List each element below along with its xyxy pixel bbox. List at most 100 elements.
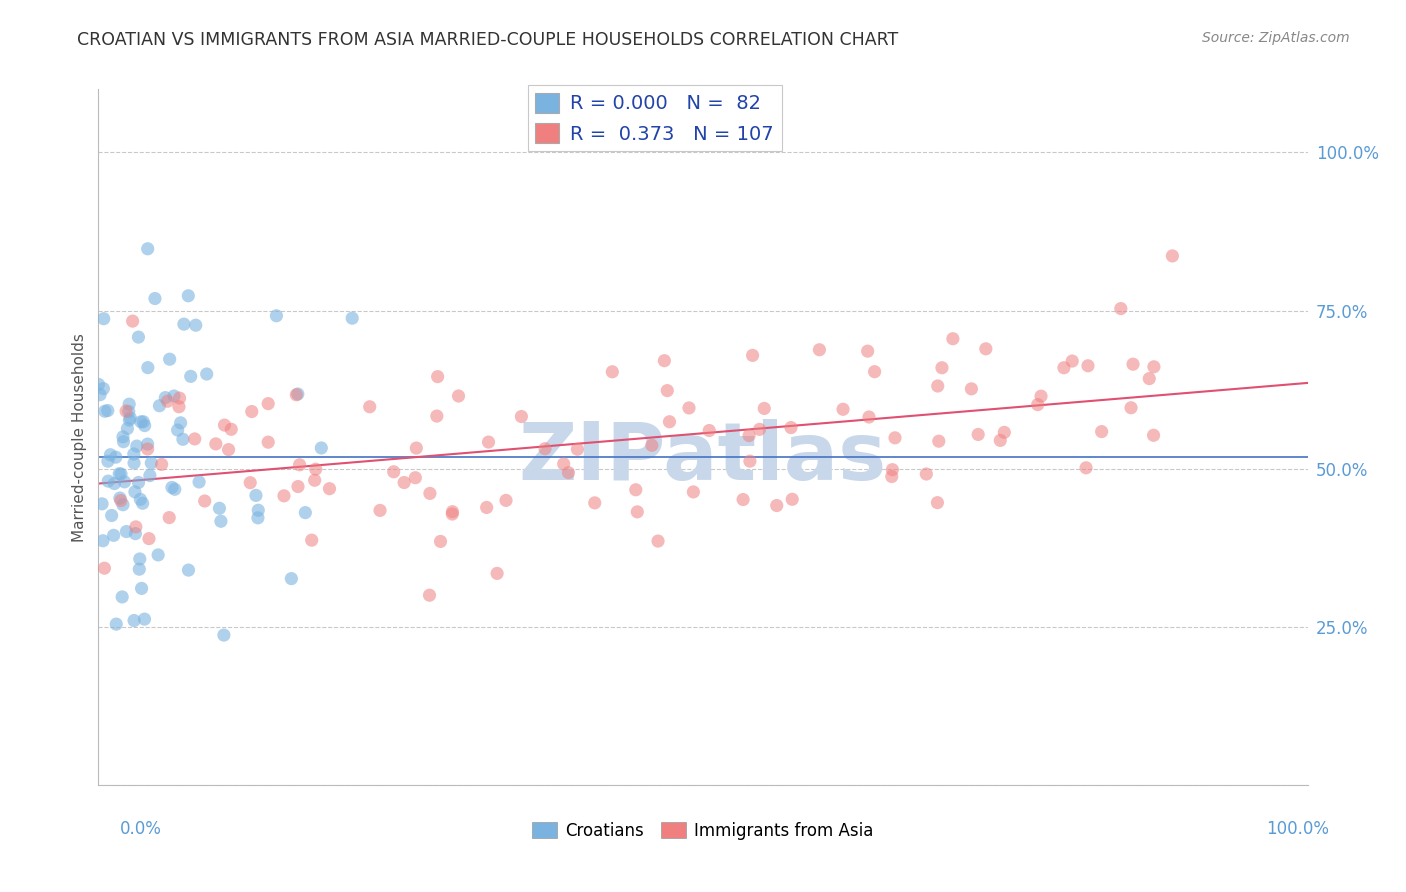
Point [658, 415, 681, 429]
Point [733, 492, 755, 507]
Point [163, 389, 186, 403]
Point [557, 466, 579, 480]
Point [146, 548, 169, 562]
Point [155, 391, 177, 405]
Y-axis label: Married-couple Households: Married-couple Households [72, 333, 87, 541]
Point [832, 402, 855, 417]
Point [188, 475, 211, 489]
Point [177, 289, 200, 303]
Point [626, 505, 648, 519]
Point [111, 498, 134, 512]
Point [928, 434, 950, 449]
Point [100, 448, 122, 462]
Point [510, 409, 533, 424]
Point [1161, 249, 1184, 263]
Point [426, 369, 449, 384]
Point [780, 420, 803, 434]
Point [624, 483, 647, 497]
Point [486, 566, 509, 581]
Point [97, 474, 120, 488]
Point [475, 500, 498, 515]
Point [160, 480, 183, 494]
Point [93, 311, 115, 326]
Point [240, 404, 263, 418]
Legend: R = 0.000   N =  82, R =  0.373   N = 107: R = 0.000 N = 82, R = 0.373 N = 107 [527, 85, 782, 152]
Point [125, 520, 148, 534]
Point [136, 360, 159, 375]
Point [863, 365, 886, 379]
Point [108, 467, 131, 481]
Point [654, 353, 676, 368]
Point [115, 404, 138, 418]
Point [856, 344, 879, 359]
Point [93, 382, 115, 396]
Point [195, 367, 218, 381]
Point [118, 397, 141, 411]
Text: 100.0%: 100.0% [1265, 820, 1329, 838]
Point [132, 415, 155, 429]
Point [93, 561, 115, 575]
Point [738, 428, 761, 442]
Point [477, 435, 499, 450]
Point [1074, 460, 1097, 475]
Point [139, 468, 162, 483]
Point [1122, 357, 1144, 371]
Point [129, 415, 152, 429]
Point [1109, 301, 1132, 316]
Point [120, 411, 142, 425]
Point [288, 458, 311, 472]
Point [163, 483, 186, 497]
Point [138, 532, 160, 546]
Point [129, 492, 152, 507]
Point [131, 582, 153, 596]
Point [257, 397, 280, 411]
Text: Source: ZipAtlas.com: Source: ZipAtlas.com [1202, 31, 1350, 45]
Point [426, 409, 449, 423]
Point [583, 496, 606, 510]
Point [112, 434, 135, 449]
Point [103, 528, 125, 542]
Point [246, 511, 269, 525]
Point [641, 438, 664, 452]
Point [1029, 389, 1052, 403]
Point [1142, 428, 1164, 442]
Point [404, 471, 426, 485]
Point [156, 394, 179, 409]
Point [495, 493, 517, 508]
Point [91, 533, 114, 548]
Point [157, 510, 180, 524]
Point [194, 494, 217, 508]
Point [117, 421, 139, 435]
Point [141, 456, 163, 470]
Point [105, 617, 128, 632]
Point [103, 476, 125, 491]
Point [89, 387, 111, 401]
Point [124, 526, 146, 541]
Point [305, 462, 328, 476]
Point [91, 497, 114, 511]
Point [218, 442, 240, 457]
Point [287, 479, 309, 493]
Point [808, 343, 831, 357]
Point [382, 465, 405, 479]
Point [180, 369, 202, 384]
Point [741, 348, 763, 362]
Point [239, 475, 262, 490]
Point [136, 442, 159, 456]
Point [159, 352, 181, 367]
Point [124, 484, 146, 499]
Point [647, 534, 669, 549]
Point [104, 450, 127, 465]
Point [697, 424, 720, 438]
Point [136, 437, 159, 451]
Point [97, 454, 120, 468]
Point [209, 514, 232, 528]
Point [553, 457, 575, 471]
Point [780, 492, 803, 507]
Point [184, 318, 207, 333]
Point [301, 533, 323, 548]
Point [927, 379, 949, 393]
Point [166, 423, 188, 437]
Point [534, 442, 557, 456]
Point [110, 493, 132, 508]
